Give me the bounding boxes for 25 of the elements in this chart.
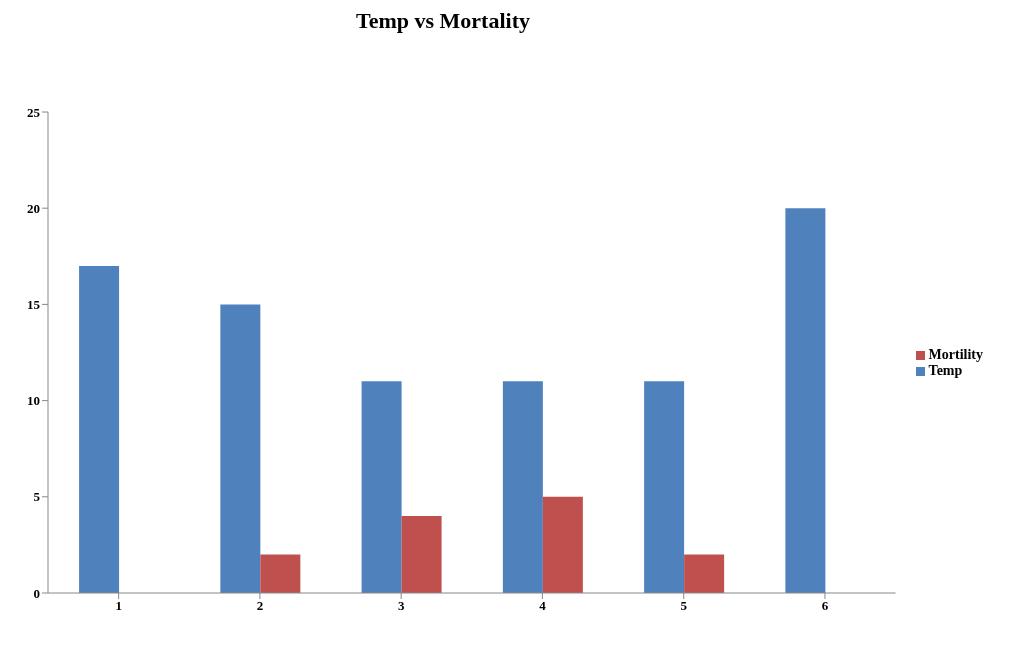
bar — [644, 381, 685, 593]
x-tick-label: 2 — [256, 598, 264, 614]
y-tick-label: 10 — [27, 393, 40, 409]
bar — [361, 381, 402, 593]
y-tick-label: 15 — [27, 297, 41, 313]
bar — [220, 304, 261, 593]
legend-label: Mortility — [928, 347, 983, 362]
bar — [401, 516, 442, 593]
x-tick-label: 4 — [539, 598, 547, 614]
y-tick-label: 25 — [27, 104, 41, 120]
bar — [684, 554, 725, 593]
x-tick-label: 5 — [680, 598, 688, 614]
x-tick-label: 3 — [397, 598, 405, 614]
bar — [502, 381, 543, 593]
legend-label: Temp — [928, 363, 963, 378]
bar — [542, 496, 583, 593]
bar — [785, 208, 826, 593]
x-tick-label: 1 — [115, 598, 122, 614]
y-tick-label: 20 — [27, 200, 40, 216]
y-tick-label: 5 — [33, 489, 41, 505]
x-tick-label: 6 — [821, 598, 829, 614]
y-tick-label: 0 — [33, 585, 40, 601]
bar — [260, 554, 301, 593]
chart-title: Temp vs Mortality — [355, 8, 531, 35]
bar — [79, 265, 120, 593]
